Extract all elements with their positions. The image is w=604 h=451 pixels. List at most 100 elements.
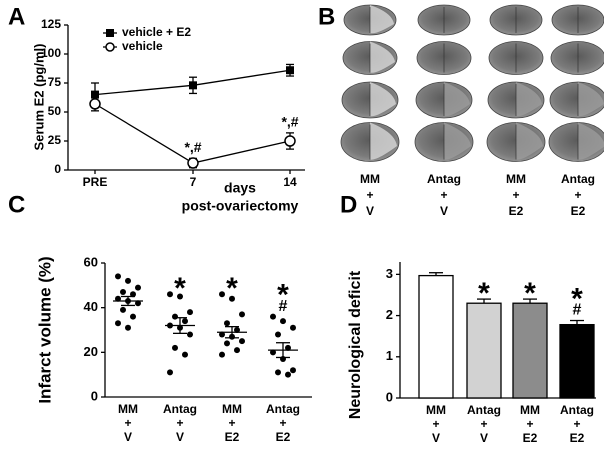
brain-images <box>340 4 604 162</box>
data-point <box>115 295 121 302</box>
image-label: + <box>574 188 581 202</box>
image-label: Antag <box>427 172 461 186</box>
y-axis-title: Neurological deficit <box>347 270 364 419</box>
marker <box>89 98 101 110</box>
y-tick-label: 50 <box>48 104 62 118</box>
x-tick-label: Antag <box>163 402 197 416</box>
x-tick-label: V <box>176 430 184 444</box>
infarct <box>444 122 471 160</box>
data-point <box>120 306 126 313</box>
y-tick-label: 1 <box>386 348 393 363</box>
legend-label: vehicle + E2 <box>122 25 191 39</box>
y-axis-title: Infarct volume (%) <box>35 256 54 403</box>
annotation: * <box>478 277 490 310</box>
data-point <box>270 349 276 356</box>
data-point <box>177 293 183 300</box>
image-label: + <box>440 188 447 202</box>
data-point <box>219 351 225 358</box>
x-tick-label: V <box>124 430 132 444</box>
x-tick-label: 7 <box>190 175 197 189</box>
data-point <box>115 273 121 280</box>
y-tick-label: 0 <box>91 388 98 403</box>
marker <box>284 135 296 147</box>
x-tick-label: + <box>124 416 131 430</box>
data-point <box>172 313 178 320</box>
y-axis-title: Serum E2 (pg/ml) <box>31 44 46 151</box>
data-point <box>125 324 131 331</box>
image-label: + <box>512 188 519 202</box>
data-point <box>187 309 193 316</box>
x-tick-label: + <box>279 416 286 430</box>
data-point <box>120 289 126 296</box>
y-tick-label: 25 <box>48 133 62 147</box>
x-tick-label: MM <box>118 402 138 416</box>
marker <box>187 157 199 169</box>
data-point <box>135 300 141 307</box>
data-point <box>270 313 276 320</box>
annotation: * <box>277 279 289 312</box>
x-tick-label: + <box>228 416 235 430</box>
data-point <box>115 320 121 327</box>
x-axis-title: post-ovariectomy <box>182 198 299 214</box>
x-tick-label: + <box>526 417 533 431</box>
data-point <box>275 369 281 376</box>
bar <box>512 302 548 399</box>
annotation: * <box>524 277 536 310</box>
data-point <box>172 344 178 351</box>
data-point <box>167 369 173 376</box>
infarct <box>444 82 470 117</box>
image-label: V <box>440 204 448 218</box>
x-tick-label: + <box>176 416 183 430</box>
data-point <box>290 367 296 374</box>
infarct <box>516 82 542 117</box>
image-label: Antag <box>561 172 595 186</box>
x-tick-label: V <box>480 431 488 445</box>
x-tick-label: + <box>432 417 439 431</box>
panel-label: C <box>8 191 25 218</box>
x-axis-title: days <box>224 180 256 196</box>
brain-slice <box>550 41 604 75</box>
data-point <box>234 327 240 333</box>
y-tick-label: 75 <box>48 75 62 89</box>
data-point <box>167 291 173 298</box>
legend-marker <box>106 29 114 37</box>
data-point <box>239 338 245 345</box>
data-point <box>130 291 136 298</box>
y-tick-label: 125 <box>41 17 61 31</box>
data-point <box>224 340 230 347</box>
bar <box>559 323 595 399</box>
infarct <box>578 82 604 117</box>
y-tick-label: 20 <box>84 344 98 359</box>
x-tick-label: E2 <box>276 430 291 444</box>
legend-marker <box>105 42 115 52</box>
y-tick-label: 3 <box>386 266 393 281</box>
data-point <box>224 320 230 327</box>
infarct <box>370 5 394 34</box>
panel-label: D <box>340 191 357 218</box>
data-point <box>219 331 225 338</box>
marker <box>91 90 99 99</box>
x-tick-label: Antag <box>560 403 594 417</box>
x-tick-label: E2 <box>523 431 538 445</box>
image-label: V <box>366 204 374 218</box>
data-point <box>275 331 281 338</box>
x-tick-label: MM <box>520 403 540 417</box>
x-tick-label: E2 <box>225 430 240 444</box>
y-tick-label: 0 <box>54 162 61 176</box>
annotation: * <box>174 272 186 305</box>
panel-label: A <box>8 3 25 30</box>
bar <box>418 274 454 399</box>
data-point <box>219 291 225 298</box>
y-tick-label: 40 <box>84 299 98 314</box>
y-tick-label: 2 <box>386 307 393 322</box>
data-point <box>285 344 291 351</box>
data-point <box>182 351 188 358</box>
data-point <box>125 277 131 284</box>
x-tick-label: MM <box>222 402 242 416</box>
legend-label: vehicle <box>122 39 163 53</box>
data-point <box>290 324 296 331</box>
x-tick-label: E2 <box>570 431 585 445</box>
y-tick-label: 60 <box>84 254 98 269</box>
bar <box>466 302 502 399</box>
